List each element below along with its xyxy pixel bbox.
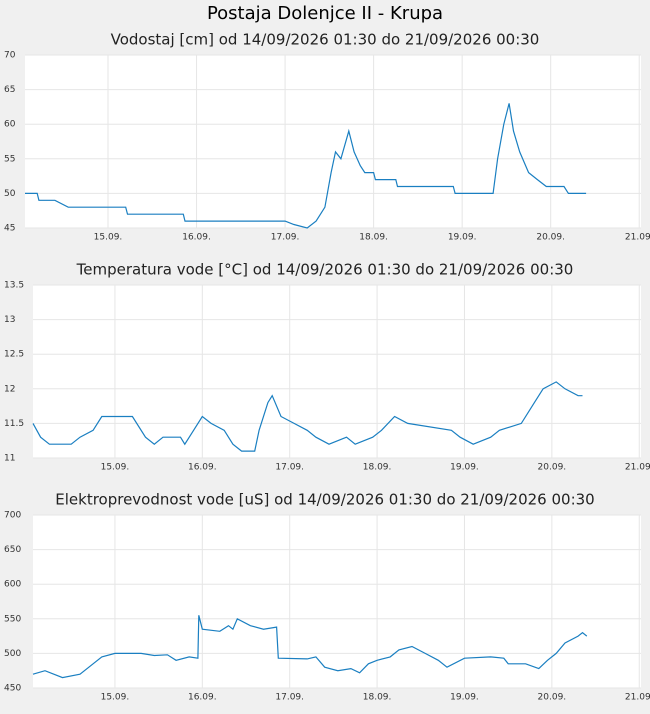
x-tick-label: 16.09. (182, 233, 211, 243)
x-tick-label: 20.09. (536, 233, 565, 243)
x-tick-label: 17.09. (275, 463, 304, 473)
x-tick-label: 21.09. (625, 463, 650, 473)
data-line (25, 103, 587, 229)
x-tick-label: 18.09. (363, 463, 392, 473)
chart-title: Vodostaj [cm] od 14/09/2026 01:30 do 21/… (111, 31, 540, 49)
y-tick-label: 600 (4, 580, 21, 590)
x-tick-label: 21.09. (625, 233, 650, 243)
y-tick-label: 13.5 (4, 281, 24, 291)
x-tick-label: 18.09. (359, 233, 388, 243)
y-tick-label: 50 (4, 189, 16, 199)
x-tick-label: 19.09. (450, 693, 479, 703)
x-tick-label: 21.09. (625, 693, 650, 703)
x-tick-label: 19.09. (448, 233, 477, 243)
y-tick-label: 60 (4, 120, 16, 130)
plot-area (25, 55, 641, 228)
x-tick-label: 19.09. (450, 463, 479, 473)
y-tick-label: 12.5 (4, 350, 24, 360)
y-tick-label: 500 (4, 649, 21, 659)
y-tick-label: 45 (4, 224, 15, 234)
x-tick-label: 15.09. (101, 463, 130, 473)
y-tick-label: 13 (4, 315, 15, 325)
x-tick-label: 20.09. (538, 693, 567, 703)
x-tick-label: 16.09. (188, 693, 217, 703)
y-tick-label: 550 (4, 614, 21, 624)
page-title: Postaja Dolenjce II - Krupa (207, 3, 443, 24)
y-tick-label: 12 (4, 384, 15, 394)
chart-title: Temperatura vode [°C] od 14/09/2026 01:3… (76, 261, 574, 279)
x-tick-label: 15.09. (101, 693, 130, 703)
y-tick-label: 65 (4, 85, 15, 95)
x-tick-label: 17.09. (271, 233, 300, 243)
y-tick-label: 650 (4, 545, 21, 555)
plot-area (33, 285, 641, 458)
plot-area (33, 515, 641, 688)
x-tick-label: 17.09. (275, 693, 304, 703)
y-tick-label: 450 (4, 684, 21, 694)
data-line (32, 381, 583, 452)
x-tick-label: 20.09. (538, 463, 567, 473)
y-tick-label: 11 (4, 454, 15, 464)
data-line (32, 615, 588, 679)
x-tick-label: 15.09. (94, 233, 123, 243)
y-tick-label: 55 (4, 154, 15, 164)
y-tick-label: 70 (4, 51, 16, 61)
x-tick-label: 16.09. (188, 463, 217, 473)
y-tick-label: 700 (4, 511, 21, 521)
x-tick-label: 18.09. (363, 693, 392, 703)
chart-title: Elektroprevodnost vode [uS] od 14/09/202… (55, 491, 594, 509)
y-tick-label: 11.5 (4, 419, 24, 429)
